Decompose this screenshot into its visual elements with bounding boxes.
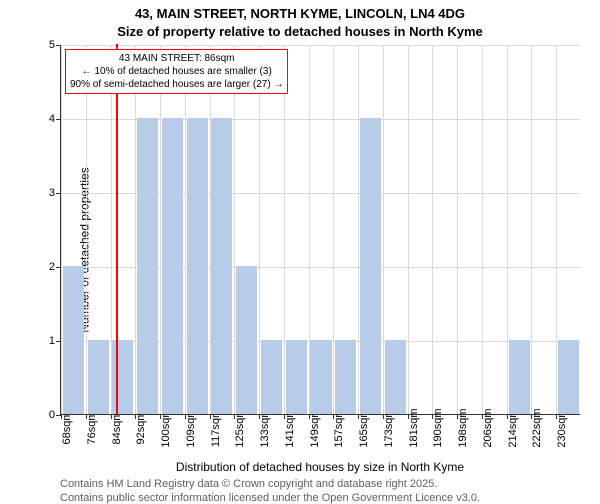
xtick-label: 109sqm — [185, 408, 197, 447]
xtick-label: 141sqm — [284, 408, 296, 447]
xtick-label: 117sqm — [210, 409, 222, 447]
histogram-bar — [286, 340, 307, 414]
grid-line-v — [507, 45, 508, 414]
annotation-box: 43 MAIN STREET: 86sqm← 10% of detached h… — [65, 49, 288, 94]
xtick-label: 68sqm — [61, 411, 73, 444]
grid-line-v — [86, 45, 87, 414]
chart-title-line1: 43, MAIN STREET, NORTH KYME, LINCOLN, LN… — [0, 6, 600, 21]
ytick-label: 2 — [49, 261, 55, 273]
grid-line-h — [61, 45, 580, 46]
grid-line-v — [185, 45, 186, 414]
grid-line-v — [111, 45, 112, 414]
xtick-label: 76sqm — [86, 411, 98, 444]
histogram-bar — [310, 340, 331, 414]
xtick-label: 206sqm — [482, 408, 494, 447]
histogram-bar — [162, 118, 183, 414]
xtick-label: 198sqm — [457, 408, 469, 447]
grid-line-v — [284, 45, 285, 414]
ytick-label: 5 — [49, 39, 55, 51]
xtick-label: 125sqm — [234, 408, 246, 447]
ytick-label: 3 — [49, 187, 55, 199]
grid-line-v — [259, 45, 260, 414]
chart-title-line2: Size of property relative to detached ho… — [0, 24, 600, 39]
xtick-label: 190sqm — [432, 408, 444, 447]
histogram-bar — [88, 340, 109, 414]
grid-line-v — [210, 45, 211, 414]
xtick-label: 214sqm — [507, 408, 519, 447]
xtick-label: 133sqm — [259, 408, 271, 447]
grid-line-v — [333, 45, 334, 414]
xtick-label: 173sqm — [383, 408, 395, 447]
plot-area: 01234568sqm76sqm84sqm92sqm100sqm109sqm11… — [60, 45, 580, 415]
histogram-bar — [385, 340, 406, 414]
grid-line-v — [135, 45, 136, 414]
histogram-bar — [261, 340, 282, 414]
grid-line-v — [408, 45, 409, 414]
histogram-bar — [187, 118, 208, 414]
property-marker-line — [116, 44, 118, 414]
grid-line-v — [556, 45, 557, 414]
xtick-label: 222sqm — [531, 408, 543, 447]
xtick-label: 181sqm — [408, 408, 420, 447]
histogram-bar — [558, 340, 579, 414]
grid-line-v — [160, 45, 161, 414]
histogram-bar — [236, 266, 257, 414]
xtick-label: 157sqm — [333, 408, 345, 447]
footer-line1: Contains HM Land Registry data © Crown c… — [60, 478, 437, 490]
xtick-label: 84sqm — [111, 411, 123, 444]
annotation-line3: 90% of semi-detached houses are larger (… — [70, 78, 283, 91]
grid-line-v — [61, 45, 62, 414]
ytick-label: 1 — [49, 335, 55, 347]
xtick-label: 165sqm — [358, 408, 370, 447]
histogram-chart: 43, MAIN STREET, NORTH KYME, LINCOLN, LN… — [0, 0, 600, 500]
grid-line-v — [457, 45, 458, 414]
grid-line-v — [482, 45, 483, 414]
xtick-label: 92sqm — [135, 411, 147, 444]
x-axis-label: Distribution of detached houses by size … — [60, 460, 580, 474]
annotation-line2: ← 10% of detached houses are smaller (3) — [70, 65, 283, 78]
histogram-bar — [360, 118, 381, 414]
grid-line-v — [309, 45, 310, 414]
grid-line-v — [358, 45, 359, 414]
grid-line-v — [531, 45, 532, 414]
grid-line-v — [432, 45, 433, 414]
grid-line-v — [234, 45, 235, 414]
xtick-label: 100sqm — [160, 408, 172, 447]
footer-line2: Contains public sector information licen… — [60, 492, 480, 504]
ytick-label: 4 — [49, 113, 55, 125]
xtick-label: 149sqm — [309, 408, 321, 447]
grid-line-v — [383, 45, 384, 414]
xtick-label: 230sqm — [556, 408, 568, 447]
histogram-bar — [137, 118, 158, 414]
ytick-label: 0 — [49, 409, 55, 421]
histogram-bar — [335, 340, 356, 414]
histogram-bar — [509, 340, 530, 414]
annotation-line1: 43 MAIN STREET: 86sqm — [70, 52, 283, 65]
histogram-bar — [211, 118, 232, 414]
histogram-bar — [63, 266, 84, 414]
